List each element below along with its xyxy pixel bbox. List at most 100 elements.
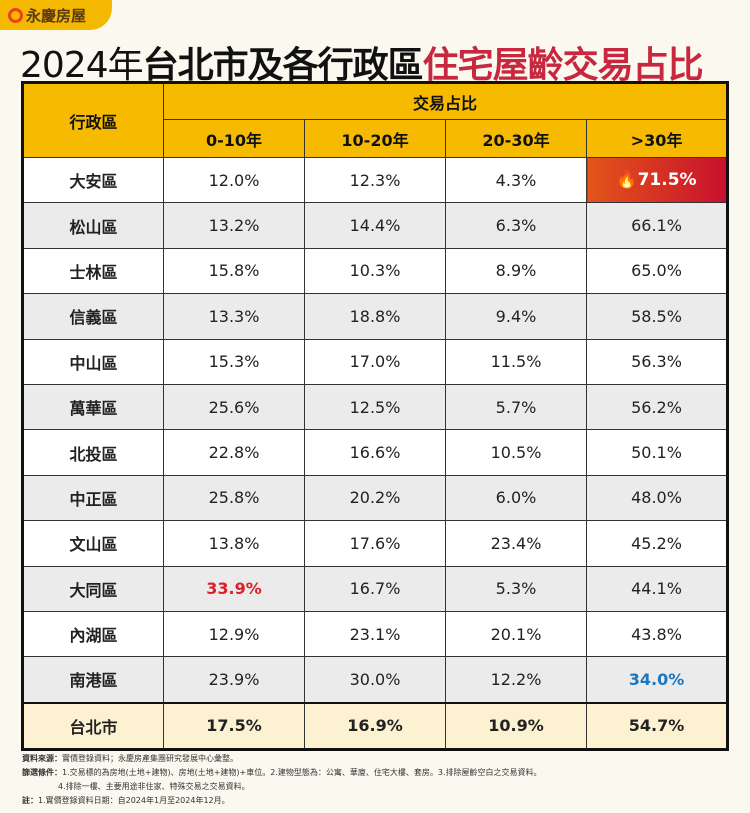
value-cell: 12.5% bbox=[304, 383, 446, 431]
value-cell: 6.3% bbox=[445, 202, 587, 249]
source-label: 資料來源： bbox=[22, 754, 62, 763]
value-cell: 16.9% bbox=[304, 701, 446, 751]
table-row: 南港區 23.9% 30.0% 12.2% 34.0% bbox=[22, 656, 728, 704]
value-cell: 9.4% bbox=[445, 293, 587, 340]
value-cell: 12.0% bbox=[163, 156, 305, 204]
value-cell: 5.7% bbox=[445, 383, 587, 431]
value-cell: 58.5% bbox=[586, 293, 728, 340]
value-cell: 10.5% bbox=[445, 429, 587, 476]
table-row: 中正區 25.8% 20.2% 6.0% 48.0% bbox=[22, 474, 728, 522]
value-cell: 56.3% bbox=[586, 338, 728, 385]
value-cell: 13.2% bbox=[163, 202, 305, 249]
value-cell: 25.8% bbox=[163, 474, 305, 522]
value-cell: 12.2% bbox=[445, 656, 587, 704]
table-row: 信義區 13.3% 18.8% 9.4% 58.5% bbox=[22, 293, 728, 340]
value-cell: 23.1% bbox=[304, 610, 446, 658]
filter-text-1: 1.交易標的為房地(土地+建物)、房地(土地+建物)+車位。2.建物型態為：公寓… bbox=[62, 768, 542, 777]
value-cell: 17.0% bbox=[304, 338, 446, 385]
value-cell: 23.4% bbox=[445, 520, 587, 567]
value-cell: 16.6% bbox=[304, 429, 446, 476]
logo-icon bbox=[8, 7, 23, 23]
table-row: 松山區 13.2% 14.4% 6.3% 66.1% bbox=[22, 202, 728, 249]
brand-name: 永慶房屋 bbox=[26, 6, 87, 25]
value-cell: 30.0% bbox=[304, 656, 446, 704]
district-cell: 大同區 bbox=[22, 565, 164, 612]
title-year: 2024年 bbox=[20, 45, 144, 86]
table-row: 內湖區 12.9% 23.1% 20.1% 43.8% bbox=[22, 610, 728, 658]
district-cell: 台北市 bbox=[22, 701, 164, 751]
data-table: 行政區 交易占比 0-10年 10-20年 20-30年 >30年 大安區 12.0% 1… bbox=[21, 81, 729, 752]
group-header: 交易占比 bbox=[163, 82, 728, 120]
district-cell: 松山區 bbox=[22, 202, 164, 249]
value-cell: 17.6% bbox=[304, 520, 446, 567]
filter-label: 篩選條件： bbox=[22, 768, 62, 777]
column-header: 0-10年 bbox=[163, 119, 305, 158]
district-cell: 中山區 bbox=[22, 338, 164, 385]
district-cell: 中正區 bbox=[22, 474, 164, 522]
table-row: 大同區 33.9% 16.7% 5.3% 44.1% bbox=[22, 565, 728, 612]
district-cell: 士林區 bbox=[22, 247, 164, 295]
fire-icon: 🔥 bbox=[616, 170, 638, 191]
value-cell: 17.5% bbox=[163, 701, 305, 751]
table-row: 大安區 12.0% 12.3% 4.3% 🔥71.5% bbox=[22, 156, 728, 204]
column-header: >30年 bbox=[586, 119, 728, 158]
district-cell: 南港區 bbox=[22, 656, 164, 704]
value-cell: 18.8% bbox=[304, 293, 446, 340]
source-text: 實價登錄資料；永慶房產集團研究發展中心彙整。 bbox=[62, 754, 238, 763]
table-row: 北投區 22.8% 16.6% 10.5% 50.1% bbox=[22, 429, 728, 476]
value-cell: 8.9% bbox=[445, 247, 587, 295]
value-cell: 5.3% bbox=[445, 565, 587, 612]
footnotes: 資料來源：實價登錄資料；永慶房產集團研究發展中心彙整。 篩選條件：1.交易標的為… bbox=[22, 752, 542, 808]
value-cell: 65.0% bbox=[586, 247, 728, 295]
value-cell: 22.8% bbox=[163, 429, 305, 476]
value-cell: 66.1% bbox=[586, 202, 728, 249]
table-row: 文山區 13.8% 17.6% 23.4% 45.2% bbox=[22, 520, 728, 567]
table-row: 士林區 15.8% 10.3% 8.9% 65.0% bbox=[22, 247, 728, 295]
value-cell: 23.9% bbox=[163, 656, 305, 704]
value-cell: 45.2% bbox=[586, 520, 728, 567]
district-cell: 文山區 bbox=[22, 520, 164, 567]
total-row: 台北市 17.5% 16.9% 10.9% 54.7% bbox=[22, 701, 728, 751]
district-header: 行政區 bbox=[22, 82, 164, 158]
value-cell: 13.8% bbox=[163, 520, 305, 567]
table-row: 萬華區 25.6% 12.5% 5.7% 56.2% bbox=[22, 383, 728, 431]
district-cell: 信義區 bbox=[22, 293, 164, 340]
value-cell: 56.2% bbox=[586, 383, 728, 431]
brand-logo: 永慶房屋 bbox=[0, 0, 112, 30]
value-cell: 54.7% bbox=[586, 701, 728, 751]
value-cell: 14.4% bbox=[304, 202, 446, 249]
district-cell: 北投區 bbox=[22, 429, 164, 476]
title-region: 台北市及各行政區 bbox=[142, 45, 424, 86]
filter-text-2: 4.排除一樓、主要用途非住家、特殊交易之交易資料。 bbox=[58, 782, 250, 791]
table-row: 中山區 15.3% 17.0% 11.5% 56.3% bbox=[22, 338, 728, 385]
value-cell: 13.3% bbox=[163, 293, 305, 340]
value-cell: 6.0% bbox=[445, 474, 587, 522]
value-cell: 50.1% bbox=[586, 429, 728, 476]
value-cell: 34.0% bbox=[586, 656, 728, 704]
note-label: 註： bbox=[22, 796, 38, 805]
value-text: 71.5% bbox=[637, 170, 697, 191]
value-cell: 11.5% bbox=[445, 338, 587, 385]
title-topic: 住宅屋齡交易占比 bbox=[422, 45, 704, 86]
value-cell: 16.7% bbox=[304, 565, 446, 612]
value-cell: 10.9% bbox=[445, 701, 587, 751]
value-cell: 15.8% bbox=[163, 247, 305, 295]
value-cell: 20.2% bbox=[304, 474, 446, 522]
value-cell: 🔥71.5% bbox=[586, 156, 728, 204]
column-header: 10-20年 bbox=[304, 119, 446, 158]
value-cell: 20.1% bbox=[445, 610, 587, 658]
page-title: 2024年台北市及各行政區住宅屋齡交易占比 bbox=[20, 36, 704, 88]
district-cell: 內湖區 bbox=[22, 610, 164, 658]
value-cell: 43.8% bbox=[586, 610, 728, 658]
column-header: 20-30年 bbox=[445, 119, 587, 158]
value-cell: 33.9% bbox=[163, 565, 305, 612]
value-cell: 12.9% bbox=[163, 610, 305, 658]
note-text: 1.實價登錄資料日期：自2024年1月至2024年12月。 bbox=[38, 796, 230, 805]
district-cell: 大安區 bbox=[22, 156, 164, 204]
value-cell: 10.3% bbox=[304, 247, 446, 295]
district-cell: 萬華區 bbox=[22, 383, 164, 431]
value-cell: 4.3% bbox=[445, 156, 587, 204]
value-cell: 15.3% bbox=[163, 338, 305, 385]
value-cell: 12.3% bbox=[304, 156, 446, 204]
value-cell: 25.6% bbox=[163, 383, 305, 431]
